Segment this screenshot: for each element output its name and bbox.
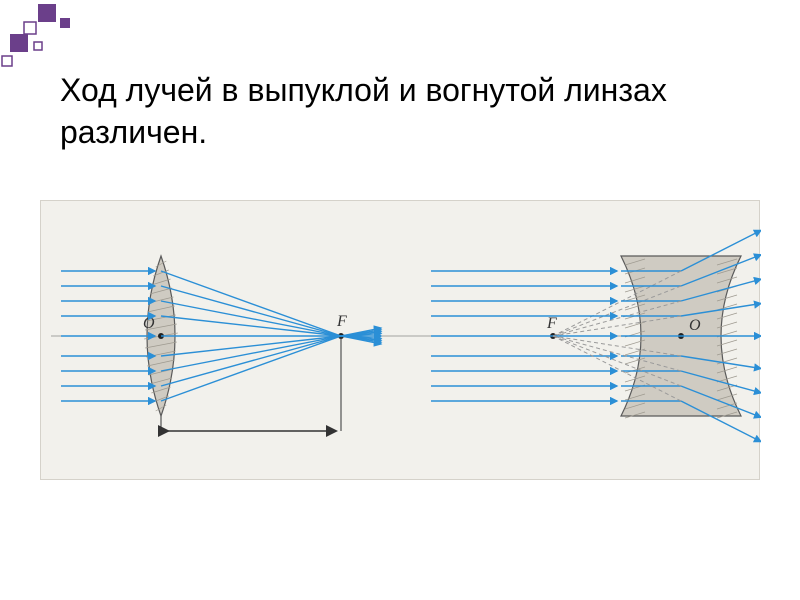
svg-text:O: O bbox=[143, 315, 155, 332]
corner-decoration bbox=[0, 0, 120, 80]
svg-text:F: F bbox=[336, 313, 347, 330]
svg-text:F: F bbox=[546, 315, 557, 332]
svg-text:O: O bbox=[689, 317, 701, 334]
lens-diagram: OFOF bbox=[40, 200, 760, 480]
slide-title: Ход лучей в выпуклой и вогнутой линзах р… bbox=[60, 70, 760, 153]
